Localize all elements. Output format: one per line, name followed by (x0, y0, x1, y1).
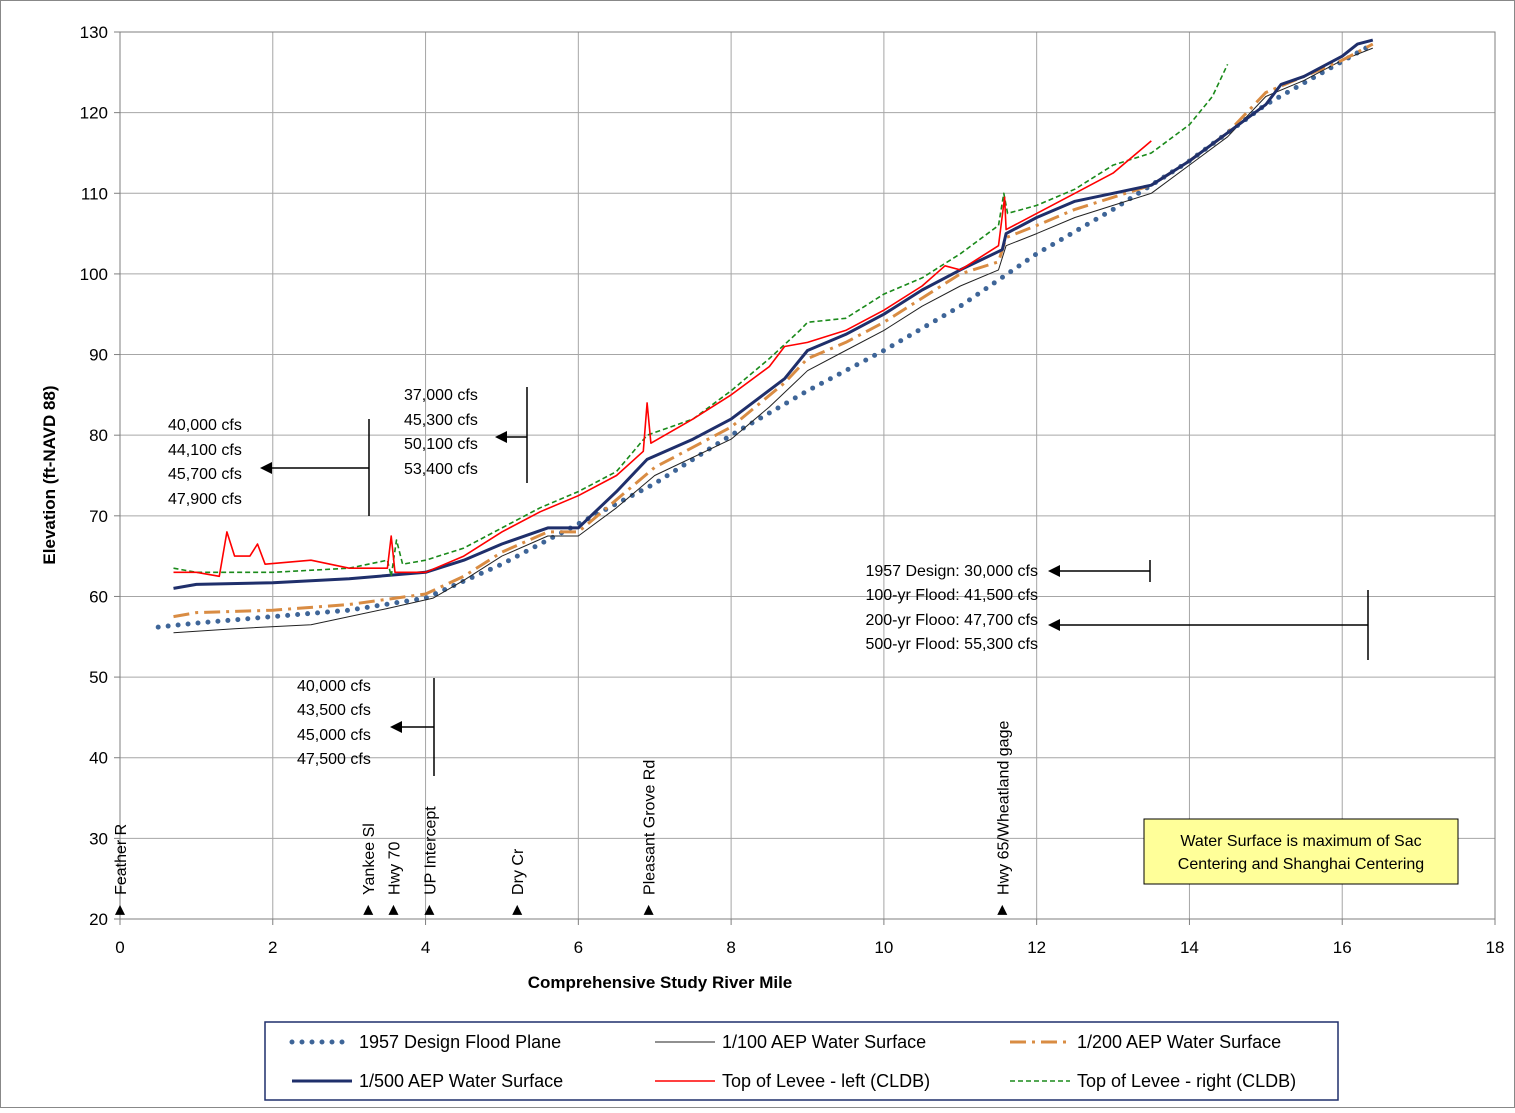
y-tick-label: 110 (81, 184, 108, 203)
y-tick-label: 50 (89, 668, 108, 687)
note-line-2: Centering and Shanghai Centering (1178, 856, 1424, 873)
legend-label-3: 1/200 AEP Water Surface (1077, 1032, 1281, 1052)
flow-annotation-4-line-3: 200-yr Flooo: 47,700 cfs (865, 612, 1038, 629)
x-axis-ticks: 0 2 4 6 8 10 12 14 16 18 (115, 919, 1504, 957)
x-tick-label: 16 (1333, 938, 1352, 957)
plot-area-border (119, 31, 1496, 920)
series-line-5 (173, 140, 1152, 578)
y-tick-label: 70 (89, 507, 108, 526)
x-tick-label: 8 (726, 938, 735, 957)
flow-annotation-1-line-4: 47,900 cfs (168, 491, 242, 508)
location-markers: Feather R Yankee Sl Hwy 70 UP Intercept Dry … (113, 721, 1012, 915)
y-tick-label: 100 (80, 265, 108, 284)
legend-box (264, 1021, 1339, 1101)
marker-triangle-7 (997, 904, 1008, 915)
x-tick-label: 4 (421, 938, 430, 957)
flow-annotation-2-line-1: 37,000 cfs (404, 387, 478, 404)
x-tick-label: 0 (115, 938, 124, 957)
flow-annotation-1: 40,000 cfs 44,100 cfs 45,700 cfs 47,900 … (168, 417, 370, 516)
flow-annotation-1-arrowhead (260, 462, 272, 474)
series-line-2 (173, 47, 1373, 634)
flow-annotation-3-line-2: 43,500 cfs (297, 702, 371, 719)
flow-annotation-3-line-1: 40,000 cfs (297, 678, 371, 695)
marker-label-1: Feather R (113, 824, 130, 895)
legend-label-6: Top of Levee - right (CLDB) (1077, 1071, 1296, 1091)
y-tick-label: 120 (80, 104, 108, 123)
note-box: Water Surface is maximum of Sac Centerin… (1143, 818, 1459, 885)
marker-label-4: UP Intercept (422, 806, 439, 895)
y-tick-label: 130 (80, 23, 108, 42)
flow-annotation-4-line-2: 100-yr Flood: 41,500 cfs (865, 587, 1038, 604)
series-line-4 (173, 38, 1374, 590)
flow-annotation-2: 37,000 cfs 45,300 cfs 50,100 cfs 53,400 … (404, 387, 528, 483)
legend-label-5: Top of Levee - left (CLDB) (722, 1071, 930, 1091)
y-tick-label: 40 (89, 749, 108, 768)
flow-annotation-1-line-2: 44,100 cfs (168, 442, 242, 459)
flow-annotation-4-line-1: 1957 Design: 30,000 cfs (865, 563, 1038, 580)
y-tick-label: 20 (89, 910, 108, 929)
marker-triangle-1 (115, 904, 125, 915)
y-tick-label: 90 (89, 346, 108, 365)
x-tick-label: 6 (574, 938, 583, 957)
y-axis-ticks: 20 30 40 50 60 70 80 90 100 110 120 130 (80, 23, 120, 929)
flow-annotation-4-arrowhead-top (1048, 565, 1060, 577)
x-tick-label: 14 (1180, 938, 1199, 957)
marker-label-2: Yankee Sl (361, 823, 378, 895)
marker-label-5: Dry Cr (510, 848, 527, 895)
marker-label-7: Hwy 65/Wheatland gage (995, 721, 1012, 895)
legend-label-1: 1957 Design Flood Plane (359, 1032, 561, 1052)
flow-annotation-4-arrowhead-bottom (1048, 619, 1060, 631)
y-axis-title: Elevation (ft-NAVD 88) (40, 385, 59, 564)
flow-annotation-3-line-4: 47,500 cfs (297, 751, 371, 768)
flow-annotation-2-line-3: 50,100 cfs (404, 436, 478, 453)
flow-annotation-1-line-3: 45,700 cfs (168, 466, 242, 483)
note-line-1: Water Surface is maximum of Sac (1180, 833, 1421, 850)
x-axis-title: Comprehensive Study River Mile (528, 973, 793, 992)
flow-annotation-4-line-4: 500-yr Flood: 55,300 cfs (865, 636, 1038, 653)
x-tick-label: 12 (1027, 938, 1046, 957)
note-box-background (1143, 818, 1459, 885)
x-tick-label: 18 (1486, 938, 1505, 957)
marker-triangle-2 (363, 904, 374, 915)
marker-triangle-6 (643, 904, 654, 915)
flow-annotation-3: 40,000 cfs 43,500 cfs 45,000 cfs 47,500 … (297, 678, 435, 776)
series-layer (155, 38, 1376, 634)
y-tick-label: 30 (89, 829, 108, 848)
legend-label-4: 1/500 AEP Water Surface (359, 1071, 563, 1091)
marker-label-3: Hwy 70 (386, 841, 403, 894)
flow-annotation-2-line-2: 45,300 cfs (404, 412, 478, 429)
x-tick-label: 2 (268, 938, 277, 957)
legend-label-2: 1/100 AEP Water Surface (722, 1032, 926, 1052)
y-tick-label: 60 (89, 587, 108, 606)
flow-annotation-3-arrowhead (390, 721, 402, 733)
flow-annotation-3-line-3: 45,000 cfs (297, 727, 371, 744)
flow-annotation-2-arrowhead (495, 431, 507, 443)
marker-triangle-3 (388, 904, 399, 915)
series-line-1 (155, 41, 1376, 630)
flow-annotation-1-line-1: 40,000 cfs (168, 417, 242, 434)
flow-annotation-2-line-4: 53,400 cfs (404, 461, 478, 478)
legend: 1957 Design Flood Plane 1/100 AEP Water S… (264, 1021, 1339, 1101)
x-tick-label: 10 (874, 938, 893, 957)
y-tick-label: 80 (89, 426, 108, 445)
flow-annotation-4: 1957 Design: 30,000 cfs 100-yr Flood: 41… (865, 560, 1369, 660)
marker-triangle-5 (512, 904, 523, 915)
marker-triangle-4 (424, 904, 435, 915)
marker-label-6: Pleasant Grove Rd (642, 760, 659, 895)
